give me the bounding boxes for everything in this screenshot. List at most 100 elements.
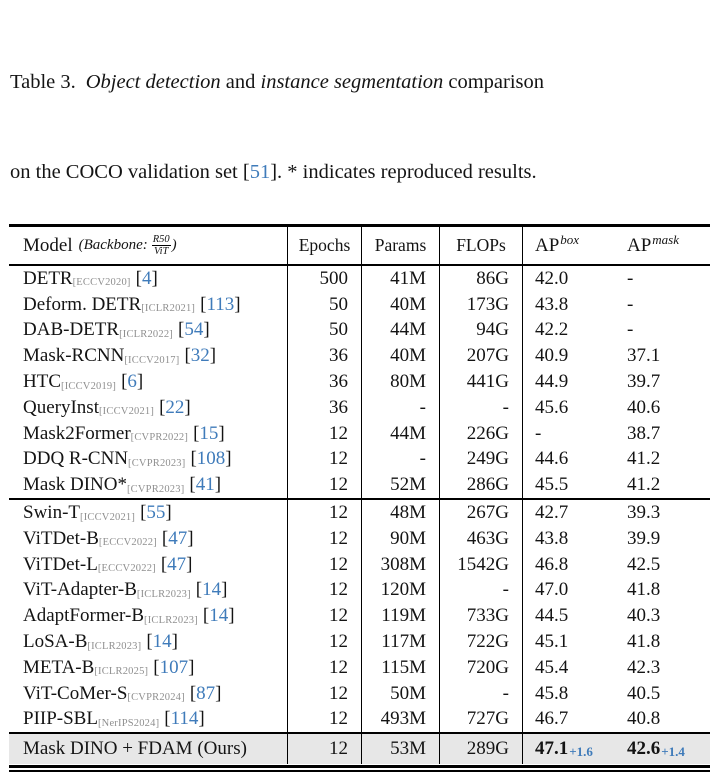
citation-link[interactable]: [14] bbox=[146, 631, 178, 653]
venue-tag: [ICLR2023] bbox=[136, 588, 191, 600]
citation-number: 87 bbox=[196, 682, 216, 704]
model-cell: PIIP-SBL [NerIPS2024] [114] bbox=[9, 706, 288, 733]
model-name: AdaptFormer-B bbox=[23, 605, 144, 627]
citation-link[interactable]: [54] bbox=[177, 319, 210, 341]
header-model-label: Model bbox=[23, 234, 73, 256]
model-cell: AdaptFormer-B [ICLR2023] [14] bbox=[9, 603, 288, 630]
caption-text: comparison bbox=[443, 71, 545, 93]
model-name: PIIP-SBL bbox=[23, 708, 98, 730]
epochs-cell: 36 bbox=[288, 369, 362, 395]
header-ap-mask: AP mask bbox=[627, 231, 680, 256]
apmask-cell: 41.2 bbox=[627, 448, 661, 470]
table-row: PIIP-SBL [NerIPS2024] [114] 12 493M 727G 4… bbox=[9, 706, 710, 733]
apmask-cell: 40.6 bbox=[627, 396, 661, 418]
apmask-cell: 42.6 +1.4 bbox=[627, 738, 685, 760]
epochs-cell: 12 bbox=[288, 446, 362, 473]
citation-link[interactable]: [107] bbox=[153, 656, 195, 678]
table-top-rule bbox=[9, 224, 710, 227]
citation-link[interactable]: [47] bbox=[161, 527, 194, 549]
table-row: Mask2Former [CVPR2022] [15] 12 44M 226G - … bbox=[9, 420, 710, 447]
model-cell: META-B [ICLR2025] [107] bbox=[9, 654, 288, 681]
params-cell: 90M bbox=[362, 525, 440, 552]
venue-tag: [ICLR2023] bbox=[144, 614, 198, 626]
apbox-cell: 44.5 bbox=[535, 605, 569, 627]
flops-cell: - bbox=[440, 394, 523, 421]
model-name: Mask DINO* bbox=[23, 474, 127, 496]
flops-cell: 94G bbox=[440, 317, 523, 344]
apbox-delta: +1.6 bbox=[569, 743, 593, 759]
epochs-cell: 12 bbox=[288, 603, 362, 630]
model-name: LoSA-B bbox=[23, 631, 88, 653]
header-params: Params bbox=[362, 227, 440, 264]
model-cell: DAB-DETR [ICLR2022] [54] bbox=[9, 317, 288, 344]
table-row: DETR [ECCV2020] [4] 500 41M 86G 42.0 - bbox=[9, 266, 710, 292]
apmask-cell: 40.8 bbox=[627, 708, 661, 730]
table-row: HTC [ICCV2019] [6] 36 80M 441G 44.9 39.7 bbox=[9, 369, 710, 395]
citation-link[interactable]: [114] bbox=[164, 708, 205, 730]
epochs-cell: 12 bbox=[288, 654, 362, 681]
apbox-cell: 42.7 bbox=[535, 502, 569, 524]
venue-tag: [ICLR2023] bbox=[87, 640, 142, 652]
citation-link[interactable]: [32] bbox=[184, 345, 217, 367]
params-cell: 44M bbox=[362, 420, 440, 447]
apmask-cell: 40.3 bbox=[627, 605, 661, 627]
table-row: LoSA-B [ICLR2023] [14] 12 117M 722G 45.1 4… bbox=[9, 629, 710, 655]
citation-link[interactable]: [51] bbox=[242, 161, 278, 183]
caption-italic-1: Object detection bbox=[85, 71, 221, 93]
model-name: Mask DINO + FDAM (Ours) bbox=[23, 738, 247, 760]
citation-link[interactable]: [108] bbox=[190, 448, 232, 470]
epochs-cell: 36 bbox=[288, 343, 362, 370]
header-ap-box: AP box bbox=[535, 231, 580, 256]
header-flops: FLOPs bbox=[440, 227, 523, 264]
apbox-cell: 46.8 bbox=[535, 553, 569, 575]
header-model: Model (Backbone: R50 ViT) bbox=[9, 227, 288, 264]
apmask-cell: 37.1 bbox=[627, 345, 661, 367]
epochs-cell: 36 bbox=[288, 394, 362, 421]
params-cell: 119M bbox=[362, 603, 440, 630]
epochs-cell: 12 bbox=[288, 551, 362, 578]
model-name: Mask-RCNN bbox=[23, 345, 125, 367]
params-cell: 52M bbox=[362, 472, 440, 499]
apbox-cell: 45.5 bbox=[535, 474, 569, 496]
citation-number: 15 bbox=[199, 422, 219, 444]
caption-text: on the COCO validation set bbox=[10, 161, 243, 183]
epochs-cell: 12 bbox=[288, 500, 362, 526]
citation-link[interactable]: [6] bbox=[121, 371, 144, 393]
apmask-cell: 39.7 bbox=[627, 371, 661, 393]
citation-link[interactable]: [22] bbox=[159, 396, 191, 418]
apbox-cell: 45.1 bbox=[535, 631, 569, 653]
citation-link[interactable]: [14] bbox=[195, 579, 228, 601]
apbox-cell: 44.9 bbox=[535, 371, 569, 393]
citation-link[interactable]: [4] bbox=[135, 267, 158, 289]
apmask-cell: 42.5 bbox=[627, 553, 661, 575]
venue-tag: [ICLR2025] bbox=[94, 666, 149, 678]
citation-number: 22 bbox=[165, 396, 185, 418]
citation-link[interactable]: [41] bbox=[189, 474, 222, 496]
model-name: HTC bbox=[23, 371, 61, 393]
citation-number: 51 bbox=[249, 161, 271, 183]
apbox-cell: 42.2 bbox=[535, 319, 569, 341]
params-cell: - bbox=[362, 394, 440, 421]
citation-link[interactable]: [87] bbox=[189, 682, 222, 704]
table-caption: Table 3. Object detection and instance se… bbox=[10, 7, 709, 217]
table-body: DETR [ECCV2020] [4] 500 41M 86G 42.0 - Def… bbox=[9, 266, 710, 733]
model-name: ViT-Adapter-B bbox=[23, 579, 137, 601]
citation-number: 4 bbox=[141, 267, 152, 289]
table-row: ViTDet-L [ECCV2022] [47] 12 308M 1542G 46.… bbox=[9, 551, 710, 578]
citation-link[interactable]: [14] bbox=[202, 605, 235, 627]
citation-link[interactable]: [47] bbox=[160, 553, 193, 575]
apmask-delta: +1.4 bbox=[661, 743, 685, 759]
citation-link[interactable]: [113] bbox=[200, 293, 241, 315]
params-cell: 40M bbox=[362, 343, 440, 370]
model-cell: ViTDet-B [ECCV2022] [47] bbox=[9, 525, 288, 552]
table-row: Mask-RCNN [ICCV2017] [32] 36 40M 207G 40.9… bbox=[9, 343, 710, 370]
params-cell: 117M bbox=[362, 629, 440, 655]
citation-link[interactable]: [15] bbox=[193, 422, 225, 444]
model-cell: ViT-Adapter-B [ICLR2023] [14] bbox=[9, 577, 288, 604]
flops-cell: 722G bbox=[440, 629, 523, 655]
params-cell: - bbox=[362, 446, 440, 473]
citation-number: 14 bbox=[152, 631, 172, 653]
citation-link[interactable]: [55] bbox=[140, 502, 172, 524]
apbox-cell: 40.9 bbox=[535, 345, 569, 367]
venue-tag: [ECCV2022] bbox=[97, 563, 156, 575]
